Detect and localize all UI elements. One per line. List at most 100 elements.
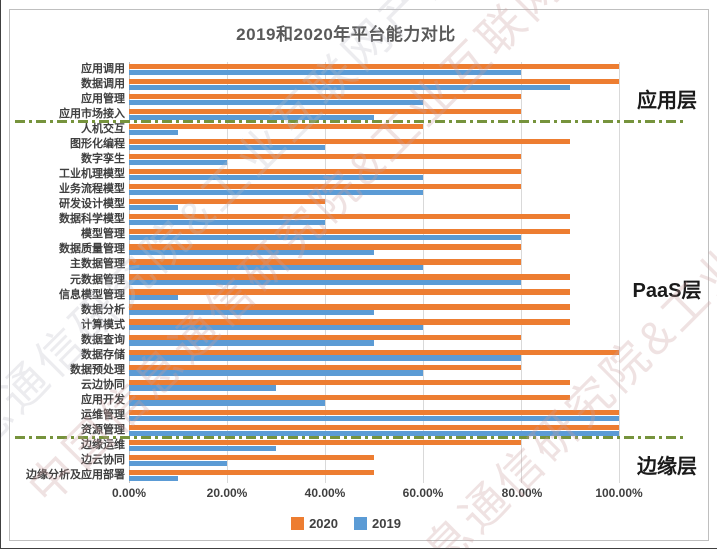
category-label: 数据调用: [81, 78, 125, 91]
bar-2020: [129, 169, 521, 175]
bar-2019: [129, 280, 521, 286]
bar-2020: [129, 259, 521, 265]
x-tick-label: 0.00%: [111, 486, 147, 500]
bar-2019: [129, 325, 423, 331]
bar-2020: [129, 379, 570, 385]
bar-2019: [129, 189, 423, 196]
bar-2019: [129, 355, 521, 361]
gridline-40pct: [325, 62, 326, 483]
bar-2020: [129, 154, 521, 160]
gridline-100pct: [619, 62, 620, 483]
bar-row: [129, 348, 619, 363]
bar-2019: [129, 235, 521, 241]
bar-2020: [129, 214, 570, 220]
layer-label-paas: PaaS层: [632, 280, 702, 302]
legend-label-2019: 2019: [372, 516, 401, 531]
legend-label-2020: 2020: [309, 516, 338, 531]
layer-label-application: 应用层: [637, 90, 697, 112]
layer-label-edge: 边缘层: [637, 456, 697, 478]
bar-2019: [129, 84, 570, 90]
x-tick-label: 100.00%: [595, 486, 643, 500]
plot-area: [129, 62, 620, 483]
gridline-0pct: [129, 62, 130, 483]
bar-2019: [129, 265, 423, 271]
bar-row: [129, 273, 619, 288]
bar-row: [129, 152, 619, 167]
bar-2019: [129, 114, 374, 120]
bar-2020: [129, 139, 570, 145]
category-axis: 应用调用 数据调用 应用管理 应用市场接入 人机交互 图形化编程 数字孪生 工业机理模型 业务流…: [9, 62, 125, 483]
bar-2019: [129, 144, 325, 151]
bar-row: [129, 318, 619, 333]
bar-row: [129, 423, 619, 438]
bar-row: [129, 438, 619, 453]
chart-border-frame: [9, 9, 709, 541]
category-label: 计算模式: [81, 318, 125, 331]
bar-2020: [129, 454, 374, 460]
bar-row: [129, 303, 619, 318]
bar-2019: [129, 220, 325, 226]
bar-row: [129, 182, 619, 197]
bar-row: [129, 408, 619, 423]
category-label: 应用管理: [81, 93, 125, 106]
bar-2019: [129, 205, 178, 211]
x-tick-label: 20.00%: [206, 486, 248, 500]
gridline-80pct: [521, 62, 522, 483]
bar-2019: [129, 475, 178, 481]
category-label: 数据质量管理: [59, 243, 125, 256]
bar-2019: [129, 430, 619, 436]
bar-2020: [129, 439, 521, 445]
bar-2020: [129, 124, 423, 130]
bar-row: [129, 92, 619, 107]
category-label: 数据分析: [81, 303, 125, 316]
bar-row: [129, 212, 619, 227]
legend-swatch-2019: [354, 517, 367, 530]
category-label: 资源管理: [81, 423, 125, 436]
bar-row: [129, 468, 619, 483]
bar-2020: [129, 244, 521, 250]
bar-2020: [129, 349, 619, 355]
category-label: 边缘运维: [81, 438, 125, 451]
bar-2020: [129, 394, 570, 400]
bar-2019: [129, 340, 374, 346]
bar-row: [129, 393, 619, 408]
bar-2019: [129, 445, 276, 451]
category-label: 边缘分析及应用部署: [26, 468, 125, 481]
bar-2019: [129, 99, 423, 105]
gridline-20pct: [227, 62, 228, 483]
bar-2020: [129, 424, 619, 430]
bar-2019: [129, 295, 178, 301]
category-label: 人机交互: [81, 123, 125, 136]
bar-row: [129, 242, 619, 257]
bar-2020: [129, 319, 570, 325]
bar-2020: [129, 304, 570, 310]
layer-separator-line-bottom: [15, 436, 687, 439]
category-label: 边云协同: [81, 453, 125, 466]
category-label: 数据预处理: [70, 363, 125, 376]
x-axis: 0.00% 20.00% 40.00% 60.00% 80.00% 100.00…: [1, 486, 717, 502]
bar-row: [129, 288, 619, 303]
bar-2020: [129, 274, 570, 280]
bar-row: [129, 62, 619, 77]
category-label: 云边协同: [81, 378, 125, 391]
bar-2019: [129, 69, 521, 75]
legend: 2020 2019: [1, 516, 691, 531]
bar-row: [129, 137, 619, 152]
bar-row: [129, 227, 619, 242]
category-label: 数据查询: [81, 333, 125, 346]
category-label: 应用开发: [81, 393, 125, 406]
bar-2020: [129, 63, 619, 70]
category-label: 数据科学模型: [59, 213, 125, 226]
bar-2019: [129, 310, 374, 316]
category-label: 元数据管理: [70, 273, 125, 286]
bar-2020: [129, 78, 619, 85]
x-tick-label: 80.00%: [501, 486, 543, 500]
category-label: 信息模型管理: [59, 288, 125, 301]
category-label: 数字孪生: [81, 153, 125, 166]
x-tick-label: 60.00%: [402, 486, 444, 500]
bar-2019: [129, 460, 227, 466]
bar-2020: [129, 409, 619, 415]
bar-row: [129, 107, 619, 122]
category-label: 主数据管理: [70, 258, 125, 271]
category-label: 运维管理: [81, 408, 125, 421]
